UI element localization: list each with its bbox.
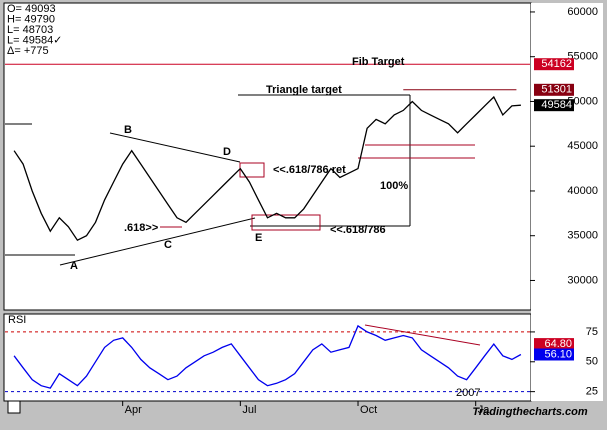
- quote-line: O= 49093: [7, 3, 56, 15]
- y-tick-label: 60000: [567, 6, 598, 18]
- panel-label: RSI: [8, 314, 26, 326]
- level-box: [534, 99, 574, 112]
- level-label: 56.10: [544, 348, 572, 360]
- d-box: [239, 162, 265, 178]
- x-tick-label: Oct: [360, 404, 377, 416]
- triangle-upper: [109, 132, 241, 163]
- level-box: [534, 348, 574, 361]
- annotation: <<.618/786 ret: [273, 164, 346, 176]
- level-label: 54162: [541, 58, 572, 70]
- annotation: 100%: [380, 180, 408, 192]
- level-box: [534, 338, 574, 351]
- rsi-divergence: [364, 324, 481, 346]
- rsi-panel: [3, 313, 532, 402]
- scroll-button[interactable]: [7, 400, 21, 414]
- annotation: D: [223, 146, 231, 158]
- watermark: Tradingthecharts.com: [472, 406, 588, 418]
- annotation: A: [70, 260, 78, 272]
- y-tick-label: 50: [586, 356, 598, 368]
- y-tick-label: 75: [586, 326, 598, 338]
- x-tick-label: Jul: [242, 404, 256, 416]
- quote-line: L= 49584✓: [7, 34, 62, 46]
- y-tick-label: 30000: [567, 274, 598, 286]
- annotation: .618>>: [124, 222, 158, 234]
- year-label: 2007: [456, 387, 480, 399]
- e-box: [251, 214, 321, 231]
- x-tick-label: Ja: [478, 404, 491, 416]
- quote-line: H= 49790: [7, 13, 55, 25]
- annotation: Triangle target: [266, 84, 342, 96]
- level-label: 64.80: [544, 338, 572, 350]
- quote-line: L= 48703: [7, 24, 53, 36]
- y-tick-label: 40000: [567, 185, 598, 197]
- y-tick-label: 45000: [567, 140, 598, 152]
- annotation: B: [124, 124, 132, 136]
- rsi-line: [13, 324, 522, 389]
- triangle-lower: [59, 217, 256, 266]
- price-panel: [3, 2, 532, 311]
- annotation: E: [255, 232, 262, 244]
- x-tick-label: Apr: [125, 404, 142, 416]
- level-label: 51301: [541, 84, 572, 96]
- y-tick-label: 55000: [567, 51, 598, 63]
- annotation: C: [164, 239, 172, 251]
- y-tick-label: 35000: [567, 230, 598, 242]
- y-tick-label: 25: [586, 386, 598, 398]
- annotation: Fib Target: [352, 56, 405, 68]
- annotation: <<.618/786: [330, 224, 386, 236]
- quote-line: Δ= +775: [7, 45, 49, 57]
- trendlines: [5, 94, 481, 346]
- level-box: [534, 83, 574, 96]
- level-box: [534, 58, 574, 71]
- level-label: 49584: [541, 99, 572, 111]
- y-tick-label: 50000: [567, 95, 598, 107]
- price-line: [13, 95, 521, 242]
